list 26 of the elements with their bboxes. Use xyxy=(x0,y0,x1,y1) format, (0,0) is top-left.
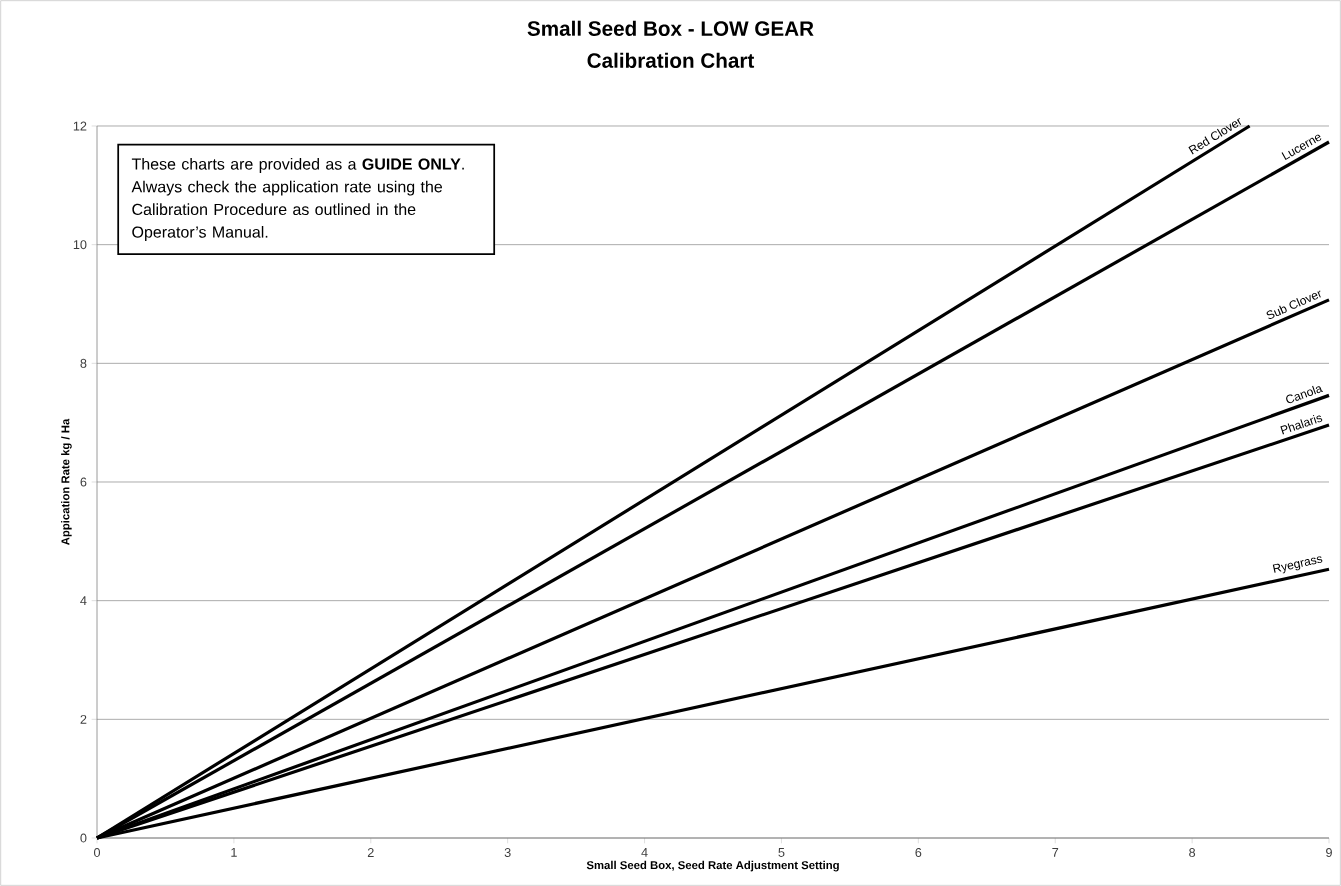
chart-title: Small Seed Box - LOW GEAR xyxy=(527,20,814,36)
text: Phalaris xyxy=(1280,414,1323,435)
x-tick-label: 3 xyxy=(504,848,511,858)
y-tick-label: 0 xyxy=(80,833,87,843)
y-tick-label: 2 xyxy=(80,714,87,724)
chart-subtitle: Calibration Chart xyxy=(587,52,755,68)
x-tick-label: 1 xyxy=(231,848,237,857)
x-tick-label: 0 xyxy=(93,848,101,858)
x-axis-title: Small Seed Box, Seed Rate Adjustment Setting xyxy=(586,860,839,872)
x-tick-label: 4 xyxy=(641,848,648,857)
y-tick-label: 10 xyxy=(73,240,87,250)
x-tick-label: 9 xyxy=(1326,848,1332,858)
y-tick-label: 12 xyxy=(73,121,87,131)
y-tick-label: 8 xyxy=(80,358,87,368)
x-tick-label: 2 xyxy=(367,848,374,857)
y-tick-label: 6 xyxy=(80,477,87,487)
text: Ryegrass xyxy=(1272,556,1323,574)
x-tick-label: 7 xyxy=(1052,848,1059,857)
text: Sub Clover xyxy=(1266,290,1321,320)
text: Canola xyxy=(1286,385,1324,404)
x-tick-label: 5 xyxy=(778,848,785,857)
x-tick-label: 8 xyxy=(1189,848,1196,858)
y-tick-label: 4 xyxy=(80,596,87,606)
x-tick-label: 6 xyxy=(915,848,922,858)
text: These charts are provided as a GUIDE ONLY. Always check the application rate using the Calibration Procedure as outlined in the Operator’s Manual. xyxy=(131,158,464,241)
y-axis-title: Appication Rate kg / Ha xyxy=(61,418,72,546)
